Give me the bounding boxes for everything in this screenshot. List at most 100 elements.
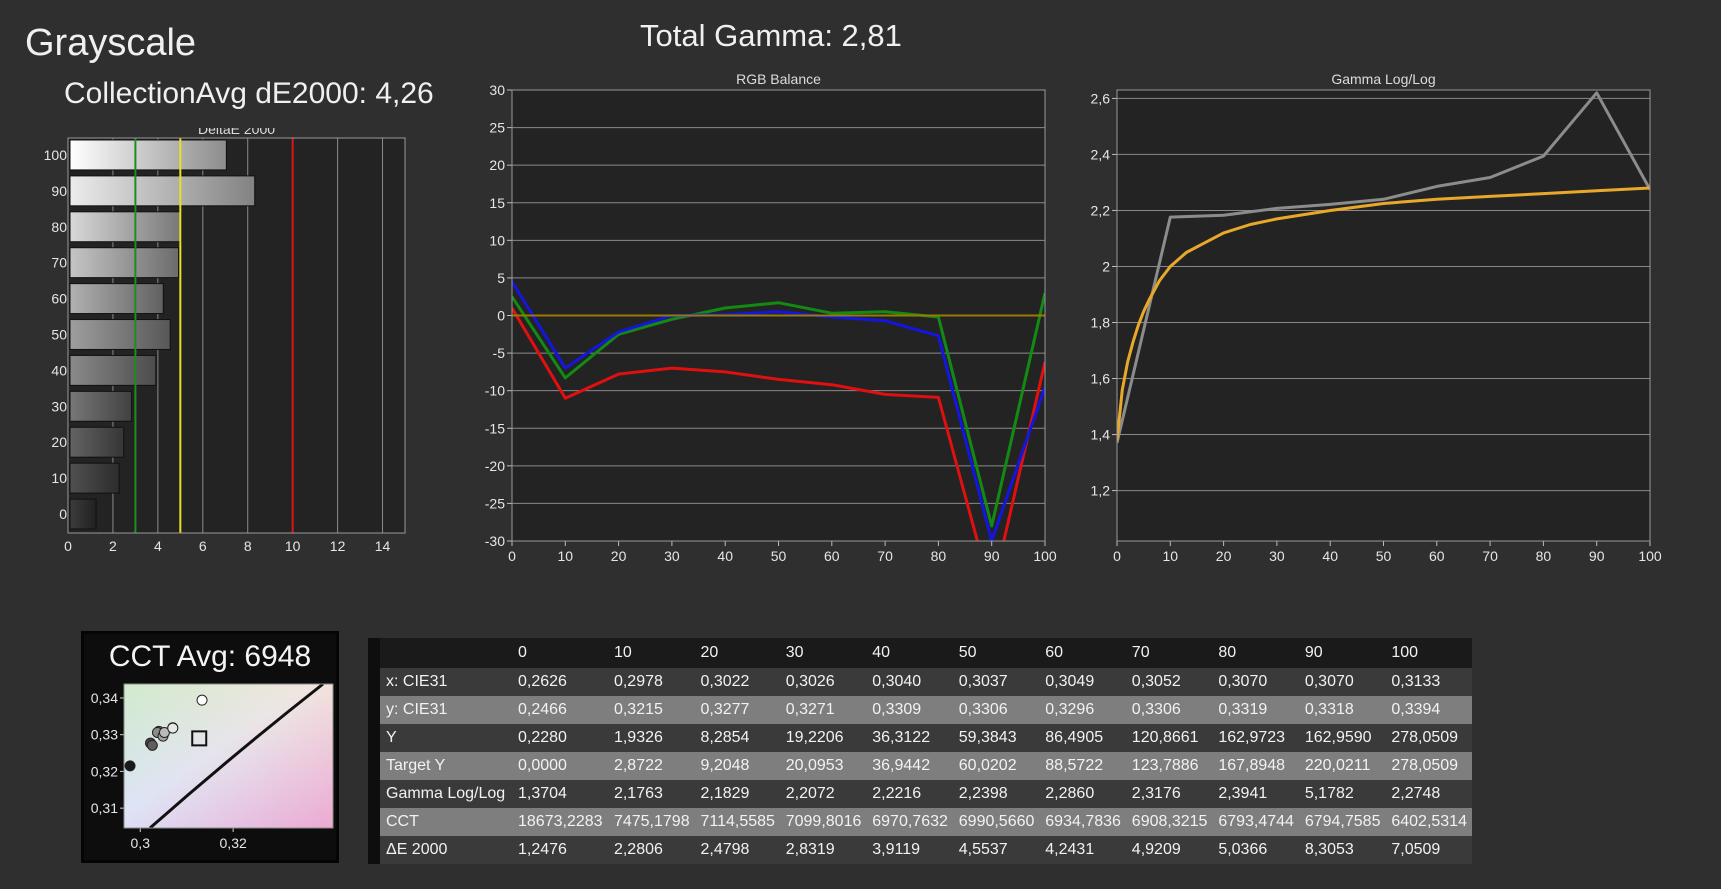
deltae-bar	[69, 211, 182, 243]
table-cell: 20,0953	[779, 752, 867, 780]
deltae-y-tick: 0	[59, 506, 67, 522]
row-marker	[368, 696, 380, 724]
gamma-chart-plot-area	[1117, 90, 1650, 541]
header-cell: 40	[866, 638, 953, 668]
table-cell: 88,5722	[1039, 752, 1126, 780]
table-cell: 162,9723	[1212, 724, 1299, 752]
deltae-bar	[69, 498, 97, 530]
gamma-chart-x-tick: 0	[1113, 548, 1121, 564]
deltae-y-tick: 50	[51, 327, 67, 343]
table-cell: 2,2806	[607, 836, 695, 864]
rgb-chart-y-tick: 10	[489, 232, 505, 248]
table-cell: 0,3271	[779, 696, 867, 724]
cct-panel: CCT Avg: 6948 0,34 0,33 0,32 0,31 0,3 0,32	[81, 631, 339, 863]
rgb-chart-series-red	[512, 307, 1045, 541]
gamma-chart-series-target	[1117, 186, 1650, 441]
table-cell: 0,3052	[1125, 668, 1213, 696]
rgb-chart-y-tick: -5	[493, 345, 506, 361]
cie-x-tick: 0,3	[131, 835, 151, 851]
table-cell: 5,1782	[1298, 780, 1386, 808]
rgb-chart-x-tick: 100	[1033, 548, 1057, 564]
table-cell: 6793,4744	[1212, 808, 1299, 836]
table-cell: 0,2280	[512, 724, 608, 752]
rgb-chart-series-green	[512, 292, 1045, 528]
rgb-chart-y-tick: 5	[497, 270, 505, 286]
cie-point	[146, 739, 158, 751]
rgb-chart-x-tick: 60	[824, 548, 840, 564]
gamma-chart-x-tick: 50	[1376, 548, 1392, 564]
deltae-x-tick: 4	[154, 538, 162, 554]
table-cell: 123,7886	[1125, 752, 1213, 780]
table-cell: 59,3843	[952, 724, 1040, 752]
table-cell: 6402,5314	[1385, 808, 1472, 836]
gamma-chart-series-measured	[1117, 91, 1650, 444]
header-cell: 90	[1298, 638, 1386, 668]
table-cell: 9,2048	[694, 752, 780, 780]
table-cell: 2,8319	[779, 836, 867, 864]
cie-point	[167, 722, 179, 734]
table-cell: 2,1829	[694, 780, 780, 808]
rgb-chart-y-tick: 15	[489, 195, 505, 211]
table-cell: 36,3122	[866, 724, 953, 752]
deltae-frame	[67, 137, 406, 534]
table-cell: 0,3070	[1298, 668, 1386, 696]
rgb-chart-x-tick: 30	[664, 548, 680, 564]
page-title: Grayscale	[25, 22, 197, 64]
table-cell: 0,3022	[694, 668, 780, 696]
rgb-chart-y-tick: -30	[485, 533, 505, 549]
deltae-y-tick: 10	[51, 470, 67, 486]
gamma-chart-x-tick: 40	[1322, 548, 1338, 564]
table-cell: 2,1763	[607, 780, 695, 808]
table-cell: 6794,7585	[1298, 808, 1386, 836]
row-marker	[368, 668, 380, 696]
header-cell: 0	[512, 638, 608, 668]
row-marker	[368, 808, 380, 836]
rgb-chart-y-tick: 30	[489, 82, 505, 98]
measurement-table: 0 10 20 30 40 50 60 70 80 90 100 x: CIE31 0,2626 0,29…	[368, 638, 1472, 864]
gamma-chart-y-tick: 1,8	[1091, 315, 1111, 331]
table-cell: 0,3215	[607, 696, 695, 724]
table-cell: 8,3053	[1298, 836, 1386, 864]
row-marker	[368, 638, 380, 668]
table-cell: 0,3133	[1385, 668, 1472, 696]
table-cell: 0,3309	[866, 696, 953, 724]
header-cell: 100	[1385, 638, 1472, 668]
rgb-chart-y-tick: -15	[485, 420, 505, 436]
gamma-chart-y-tick: 1,2	[1091, 483, 1111, 499]
table-cell: 0,2626	[512, 668, 608, 696]
table-cell: 0,3318	[1298, 696, 1386, 724]
header-cell: 80	[1212, 638, 1299, 668]
table-cell: 5,0366	[1212, 836, 1299, 864]
table-header: 0 10 20 30 40 50 60 70 80 90 100	[368, 638, 1472, 668]
gamma-chart-x-tick: 80	[1536, 548, 1552, 564]
deltae-bar	[69, 390, 133, 422]
table-cell: 6990,5660	[952, 808, 1040, 836]
table-cell: 7475,1798	[607, 808, 695, 836]
table-row: CCT 18673,2283 7475,1798 7114,5585 7099,8016…	[368, 808, 1472, 836]
deltae-y-tick: 20	[51, 434, 67, 450]
rgb-chart-series-group	[512, 280, 1045, 541]
gamma-chart-x-tick: 30	[1269, 548, 1285, 564]
gamma-chart-x-tick: 70	[1482, 548, 1498, 564]
gamma-chart-title: Gamma Log/Log	[1331, 71, 1435, 87]
gamma-chart-x-tick: 100	[1638, 548, 1662, 564]
rgb-chart-x-tick: 0	[508, 548, 516, 564]
deltae-title: DeltaE 2000	[198, 128, 275, 137]
deltae-bar	[69, 247, 180, 279]
table-cell: 0,3037	[952, 668, 1040, 696]
row-label: Gamma Log/Log	[380, 780, 512, 808]
rgb-chart-x-tick: 90	[984, 548, 1000, 564]
gamma-chart-frame	[1116, 89, 1651, 542]
rgb-chart-x-tick: 80	[931, 548, 947, 564]
total-gamma-label: Total Gamma: 2,81	[640, 18, 902, 53]
table-cell: 6934,7836	[1039, 808, 1126, 836]
header-cell	[380, 638, 512, 668]
cie-y-tick: 0,34	[91, 690, 118, 706]
cie-y-tick: 0,32	[91, 763, 118, 779]
table-cell: 278,0509	[1385, 752, 1472, 780]
cie-point	[196, 694, 208, 706]
row-label: Target Y	[380, 752, 512, 780]
table-cell: 7099,8016	[779, 808, 867, 836]
cie-y-tick: 0,31	[91, 800, 118, 816]
